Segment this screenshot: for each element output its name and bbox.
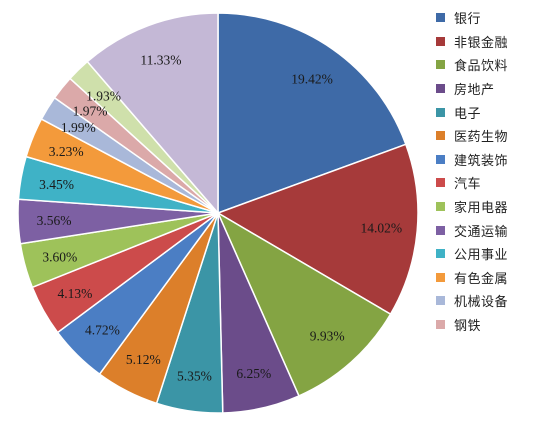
legend-label: 电子 bbox=[454, 106, 482, 122]
legend-label: 非银金融 bbox=[454, 35, 509, 51]
legend-label: 机械设备 bbox=[454, 295, 509, 311]
legend-swatch bbox=[436, 178, 445, 188]
legend-label: 公用事业 bbox=[454, 248, 509, 264]
slice-value-label-7: 4.13% bbox=[57, 286, 92, 301]
slice-value-label-4: 5.35% bbox=[177, 368, 212, 383]
slice-value-label-6: 4.72% bbox=[85, 322, 120, 337]
legend-label: 房地产 bbox=[454, 83, 495, 99]
legend-item: 非银金融 bbox=[436, 30, 548, 54]
legend-item: 交通运输 bbox=[436, 218, 548, 242]
legend-swatch bbox=[436, 225, 445, 235]
legend-label: 建筑装饰 bbox=[454, 153, 509, 169]
legend-label: 汽车 bbox=[454, 177, 482, 193]
pie-labels: 19.42% 14.02% 9.93% 6.25% 5.35% 5.12% 4.72% 4.1… bbox=[37, 52, 402, 383]
legend-item: 有色金属 bbox=[436, 266, 548, 290]
legend-swatch bbox=[436, 36, 445, 46]
legend-label: 交通运输 bbox=[454, 224, 509, 240]
legend-item: 钢铁 bbox=[436, 313, 548, 337]
legend-swatch bbox=[436, 13, 445, 23]
legend-item: 医药生物 bbox=[436, 124, 548, 148]
slice-value-label-1: 14.02% bbox=[360, 221, 402, 236]
legend-swatch bbox=[436, 202, 445, 212]
pie-slice-1 bbox=[216, 143, 419, 316]
slice-value-label-5: 5.12% bbox=[126, 352, 161, 367]
legend-label: 钢铁 bbox=[454, 319, 482, 335]
legend-swatch bbox=[436, 84, 445, 94]
legend-item: 机械设备 bbox=[436, 289, 548, 313]
slice-value-label-11: 3.23% bbox=[49, 144, 84, 159]
pie-slices bbox=[17, 12, 419, 414]
legend-swatch bbox=[436, 249, 445, 259]
slice-value-label-0: 19.42% bbox=[291, 72, 333, 87]
legend-swatch bbox=[436, 60, 445, 70]
legend-label: 食品饮料 bbox=[454, 59, 509, 75]
legend-label: 家用电器 bbox=[454, 201, 509, 217]
legend-item: 家用电器 bbox=[436, 195, 548, 219]
legend-swatch bbox=[436, 154, 445, 164]
slice-value-label-13: 1.97% bbox=[73, 103, 108, 118]
legend-swatch bbox=[436, 131, 445, 141]
legend-item: 房地产 bbox=[436, 77, 548, 101]
legend-item: 建筑装饰 bbox=[436, 148, 548, 172]
legend-swatch bbox=[436, 107, 445, 117]
legend-item: 公用事业 bbox=[436, 242, 548, 266]
legend-item: 食品饮料 bbox=[436, 53, 548, 77]
legend-label: 银行 bbox=[454, 12, 482, 28]
slice-value-label-12: 1.99% bbox=[61, 120, 96, 135]
legend-item: 电子 bbox=[436, 100, 548, 124]
legend-swatch bbox=[436, 272, 445, 282]
legend-item: 银行 bbox=[436, 6, 548, 30]
slice-value-label-2: 9.93% bbox=[310, 328, 345, 343]
slice-value-label-14: 1.93% bbox=[86, 89, 121, 104]
legend-swatch bbox=[436, 296, 445, 306]
chart-legend: 银行非银金融食品饮料房地产电子医药生物建筑装饰汽车家用电器交通运输公用事业有色金… bbox=[436, 6, 548, 336]
legend-swatch bbox=[436, 320, 445, 330]
legend-label: 有色金属 bbox=[454, 271, 509, 287]
slice-value-label-15: 11.33% bbox=[140, 52, 181, 67]
slice-value-label-3: 6.25% bbox=[236, 366, 271, 381]
slice-value-label-8: 3.60% bbox=[42, 249, 77, 264]
slice-value-label-9: 3.56% bbox=[37, 213, 72, 228]
pie-slice-2 bbox=[216, 211, 392, 397]
legend-item: 汽车 bbox=[436, 171, 548, 195]
legend-label: 医药生物 bbox=[454, 130, 509, 146]
pie-slice-0 bbox=[217, 12, 407, 215]
slice-value-label-10: 3.45% bbox=[39, 177, 74, 192]
pie-slice-15 bbox=[86, 12, 219, 216]
